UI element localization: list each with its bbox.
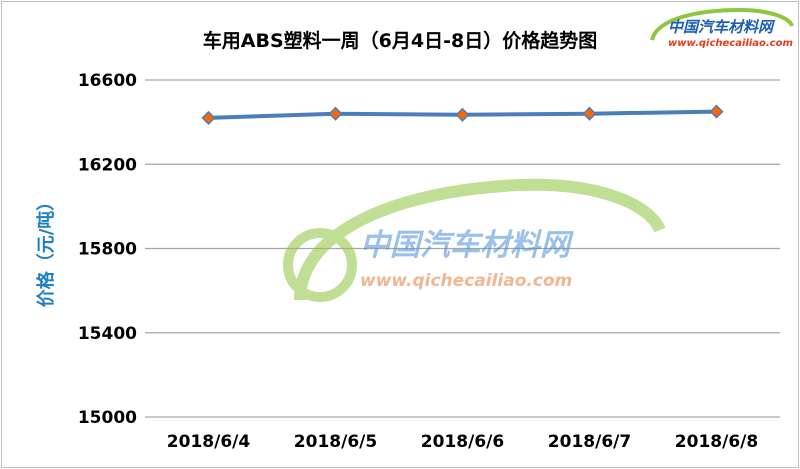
data-point [328,106,343,121]
data-point [582,106,597,121]
corner-watermark-logo: 中国汽车材料网 www.qichecailiao.com [650,7,794,49]
y-tick-label: 15000 [78,408,137,428]
y-tick-label: 16600 [78,71,137,91]
x-tick-label: 2018/6/4 [167,432,251,452]
data-point [201,110,216,125]
watermark-name: 中国汽车材料网 [360,228,574,263]
data-point [455,107,470,122]
y-axis-label: 价格（元/吨） [35,193,57,308]
x-tick-label: 2018/6/6 [421,432,504,452]
watermark-logo: 中国汽车材料网 www.qichecailiao.com [283,178,666,302]
x-tick-label: 2018/6/5 [294,432,377,452]
data-point [709,104,724,119]
x-tick-label: 2018/6/7 [548,432,631,452]
chart-title: 车用ABS塑料一周（6月4日-8日）价格趋势图 [203,29,597,52]
y-tick-label: 16200 [78,155,137,175]
corner-watermark-url: www.qichecailiao.com [668,38,793,49]
y-tick-label: 15800 [78,240,137,260]
watermark-url: www.qichecailiao.com [360,271,572,291]
corner-watermark-name: 中国汽车材料网 [668,18,776,36]
x-tick-label: 2018/6/8 [675,432,758,452]
y-tick-label: 15400 [78,324,137,344]
